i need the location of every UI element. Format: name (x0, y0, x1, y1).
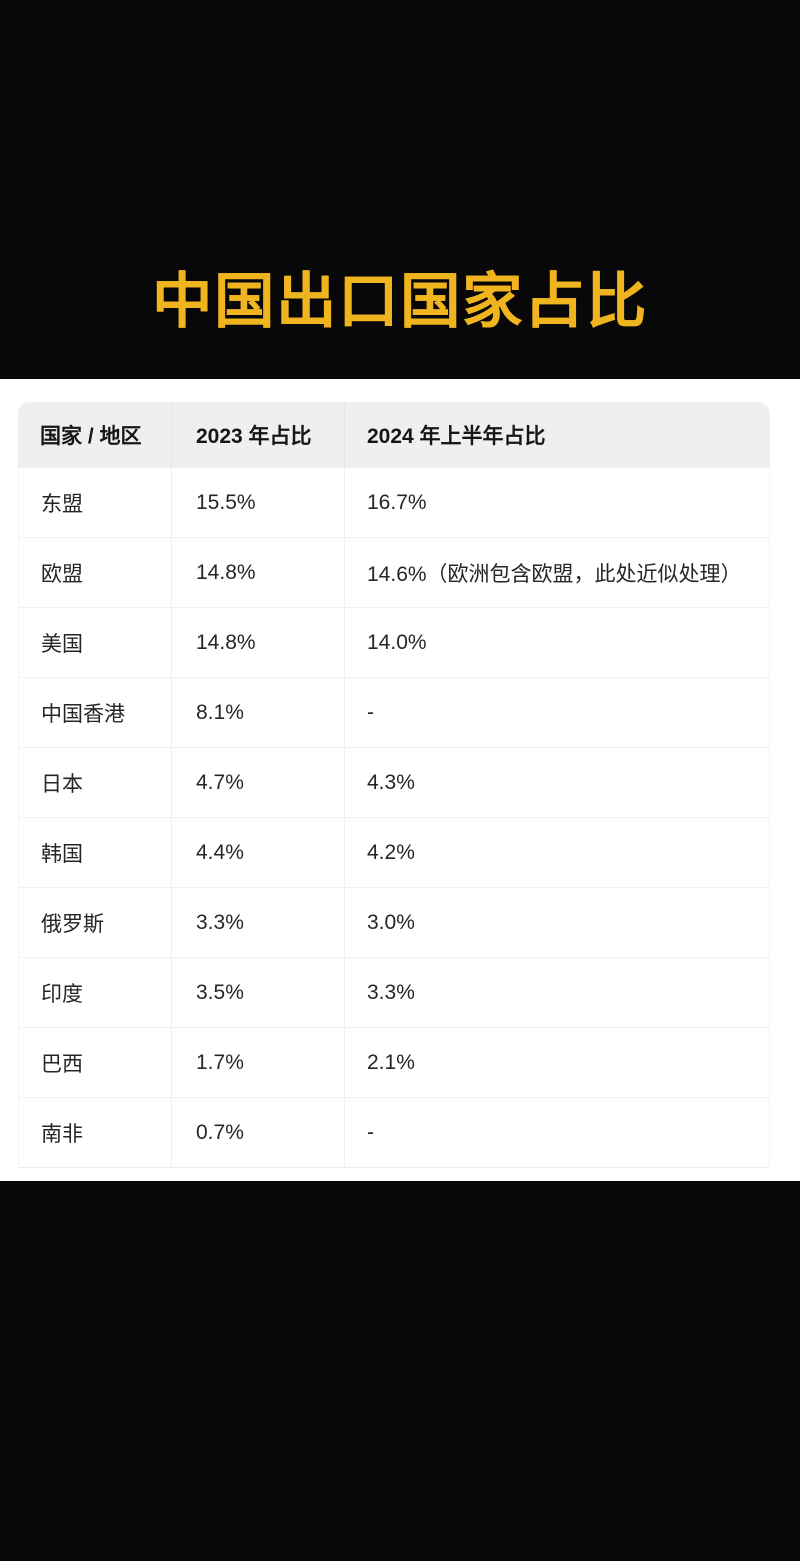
country-cell: 巴西 (18, 1028, 171, 1098)
country-cell: 俄罗斯 (18, 888, 171, 958)
table-row-eu: 欧盟 14.8% 14.6%（欧洲包含欧盟，此处近似处理） (18, 538, 770, 608)
page-title: 中国出口国家占比 (152, 267, 648, 337)
header-2024h1-share: 2024 年上半年占比 (344, 402, 770, 468)
share-2023-cell: 8.1% (171, 678, 344, 748)
share-2023-cell: 1.7% (171, 1028, 344, 1098)
bottom-black-band (0, 1181, 800, 1561)
header-country-region: 国家 / 地区 (18, 402, 171, 468)
share-2024h1-cell: 2.1% (344, 1028, 770, 1098)
table-row-russia: 俄罗斯 3.3% 3.0% (18, 888, 770, 958)
country-cell: 欧盟 (18, 538, 171, 608)
table-panel: 国家 / 地区 2023 年占比 2024 年上半年占比 东盟 15.5% 16… (0, 379, 800, 1181)
share-2023-cell: 4.4% (171, 818, 344, 888)
country-cell: 美国 (18, 608, 171, 678)
header-row: 国家 / 地区 2023 年占比 2024 年上半年占比 (18, 402, 770, 468)
share-2024h1-cell: 16.7% (344, 468, 770, 538)
table-row-japan: 日本 4.7% 4.3% (18, 748, 770, 818)
country-cell: 南非 (18, 1098, 171, 1168)
share-2023-cell: 4.7% (171, 748, 344, 818)
share-2024h1-cell: 4.2% (344, 818, 770, 888)
table-row-india: 印度 3.5% 3.3% (18, 958, 770, 1028)
share-2024h1-cell: 3.0% (344, 888, 770, 958)
share-2024h1-cell: 14.6%（欧洲包含欧盟，此处近似处理） (344, 538, 770, 608)
table-row-brazil: 巴西 1.7% 2.1% (18, 1028, 770, 1098)
country-cell: 韩国 (18, 818, 171, 888)
share-2023-cell: 14.8% (171, 538, 344, 608)
top-black-band: 中国出口国家占比 (0, 0, 800, 379)
country-cell: 中国香港 (18, 678, 171, 748)
header-2023-share: 2023 年占比 (171, 402, 344, 468)
table-row-asean: 东盟 15.5% 16.7% (18, 468, 770, 538)
table-row-hongkong: 中国香港 8.1% - (18, 678, 770, 748)
share-2024h1-cell: - (344, 1098, 770, 1168)
share-2024h1-cell: - (344, 678, 770, 748)
share-2023-cell: 3.5% (171, 958, 344, 1028)
export-share-table: 国家 / 地区 2023 年占比 2024 年上半年占比 东盟 15.5% 16… (18, 402, 770, 1168)
table-row-southafrica: 南非 0.7% - (18, 1098, 770, 1168)
country-cell: 东盟 (18, 468, 171, 538)
share-2023-cell: 3.3% (171, 888, 344, 958)
table-row-korea: 韩国 4.4% 4.2% (18, 818, 770, 888)
share-2023-cell: 15.5% (171, 468, 344, 538)
share-2024h1-cell: 3.3% (344, 958, 770, 1028)
country-cell: 印度 (18, 958, 171, 1028)
share-2024h1-cell: 4.3% (344, 748, 770, 818)
share-2024h1-cell: 14.0% (344, 608, 770, 678)
country-cell: 日本 (18, 748, 171, 818)
table-row-usa: 美国 14.8% 14.0% (18, 608, 770, 678)
share-2023-cell: 14.8% (171, 608, 344, 678)
share-2023-cell: 0.7% (171, 1098, 344, 1168)
